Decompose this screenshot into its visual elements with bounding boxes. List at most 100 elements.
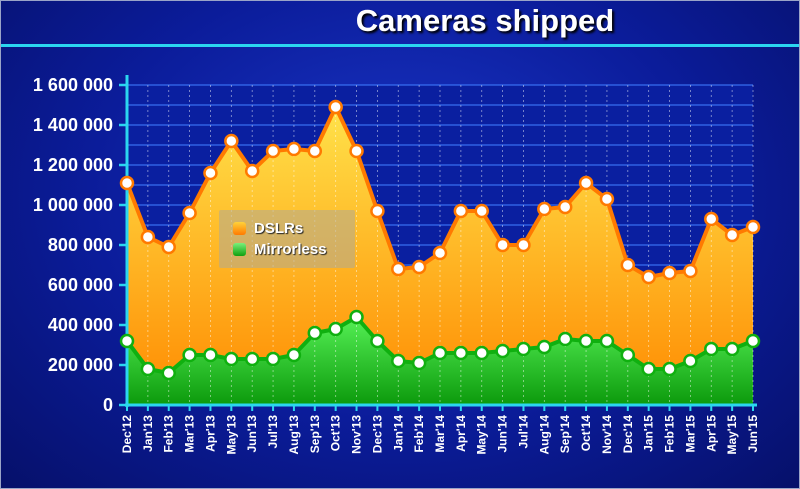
point-mirrorless [599,333,615,349]
point-dslr [641,269,656,285]
legend-item-dslr: DSLRs [233,218,303,238]
point-dslr [307,143,323,159]
point-dslr [224,133,239,149]
point-dslr [745,219,761,235]
x-tick-label: Mar'13 [183,415,197,453]
x-tick-label: May'15 [725,415,739,455]
point-dslr [119,175,135,191]
point-dslr [203,165,218,181]
point-dslr [724,227,740,243]
x-tick-label: Oct'13 [329,415,343,452]
point-dslr [161,239,176,255]
x-tick-label: Mar'14 [433,415,447,453]
legend-item-mirrorless: Mirrorless [233,239,327,259]
axes [119,75,757,411]
point-dslr [244,163,260,179]
x-tick-label: Jun'13 [245,415,259,453]
point-dslr [328,99,343,115]
x-tick-label: Nov'13 [350,415,364,454]
point-dslr [370,203,385,219]
x-tick-label: May'13 [224,415,238,455]
x-tick-label: Jul'14 [516,415,530,449]
point-mirrorless [662,361,677,377]
x-tick-label: May'14 [475,415,489,455]
x-tick-label: Dec'12 [120,415,134,454]
point-mirrorless [203,347,218,363]
point-mirrorless [474,345,489,361]
chart-title: Cameras shipped [355,3,615,38]
point-dslr [286,141,302,157]
x-tick-label: Aug'13 [287,415,301,455]
point-dslr [599,191,615,207]
x-tick-label: Sep'14 [558,415,572,454]
y-tick-labels: 0 200 000 400 000 600 000 800 000 1 000 000 1 … [33,75,113,415]
point-mirrorless [516,341,531,357]
x-tick-label: Jan'13 [141,415,155,452]
point-dslr [265,143,281,159]
y-tick-label: 800 000 [48,235,113,255]
point-mirrorless [453,345,469,361]
legend-swatch-mirrorless [233,242,246,256]
x-tick-label: Apr'13 [203,415,217,452]
x-tick-label: Dec'14 [621,415,635,454]
data-points [119,99,761,381]
point-mirrorless [307,325,323,341]
point-mirrorless [391,353,406,369]
point-dslr [557,199,573,215]
point-mirrorless [244,351,260,367]
point-mirrorless [557,331,573,347]
point-mirrorless [224,351,239,367]
point-mirrorless [745,333,761,349]
point-mirrorless [620,347,636,363]
x-tick-label: Apr'15 [704,415,718,452]
x-tick-label: Jun'15 [746,415,760,453]
point-mirrorless [328,321,343,337]
point-mirrorless [537,339,552,355]
y-tick-label: 200 000 [48,355,113,375]
x-tick-labels: Dec'12 Jan'13 Feb'13 Mar'13 Apr'13 May'13 Jun'… [120,415,760,455]
point-dslr [516,237,531,253]
point-dslr [578,175,594,191]
point-dslr [683,263,698,279]
point-dslr [704,211,719,227]
point-dslr [453,203,469,219]
point-dslr [349,143,364,159]
x-tick-label: Aug'14 [537,415,551,455]
y-tick-label: 400 000 [48,315,113,335]
point-dslr [495,237,510,253]
point-dslr [620,257,636,273]
x-tick-label: Sep'13 [308,415,322,454]
point-dslr [411,259,427,275]
point-dslr [182,205,197,221]
point-mirrorless [161,365,176,381]
y-tick-label: 0 [103,395,113,415]
point-mirrorless [265,351,281,367]
point-mirrorless [182,347,197,363]
x-tick-label: Dec'13 [370,415,384,454]
x-tick-label: Oct'14 [579,415,593,452]
point-dslr [391,261,406,277]
y-tick-label: 600 000 [48,275,113,295]
y-tick-label: 1 000 000 [33,195,113,215]
point-dslr [662,265,677,281]
x-tick-label: Jan'14 [391,415,405,452]
point-mirrorless [286,347,302,363]
point-dslr [474,203,489,219]
y-tick-label: 1 600 000 [33,75,113,95]
y-tick-label: 1 400 000 [33,115,113,135]
y-tick-label: 1 200 000 [33,155,113,175]
x-tick-label: Jan'15 [642,415,656,452]
point-mirrorless [119,333,135,349]
point-mirrorless [411,355,427,371]
x-tick-label: Feb'13 [162,415,176,453]
x-tick-label: Jul'13 [266,415,280,449]
point-mirrorless [704,341,719,357]
x-tick-label: Feb'14 [412,415,426,453]
point-mirrorless [683,353,698,369]
point-dslr [140,229,156,245]
point-mirrorless [432,345,448,361]
x-tick-label: Jun'14 [496,415,510,453]
legend-label-mirrorless: Mirrorless [254,240,327,258]
x-tick-label: Mar'15 [683,415,697,453]
